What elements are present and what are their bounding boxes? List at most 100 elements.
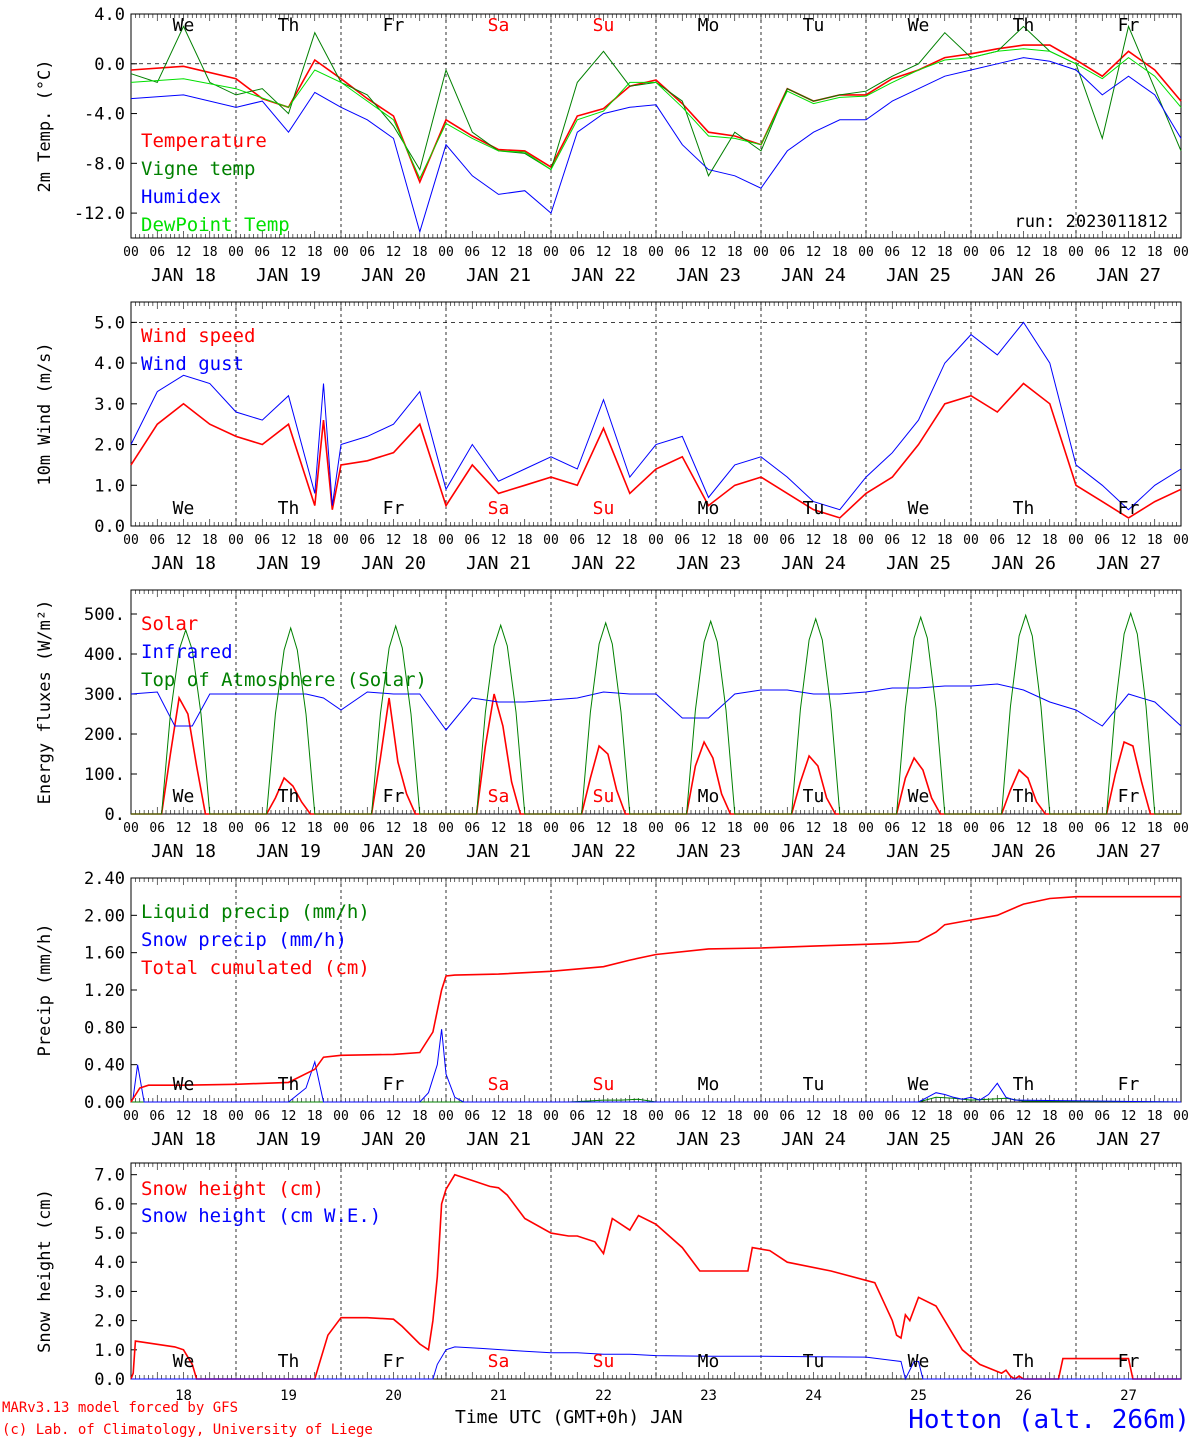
hour-label: 06 [1094,1109,1110,1124]
hour-label: 12 [911,821,927,836]
hour-label: 18 [517,533,533,548]
y-tick-label: 100. [84,765,125,785]
hour-label: 06 [254,245,270,260]
hour-label: 18 [832,821,848,836]
hour-label: 06 [464,821,480,836]
date-label: JAN 21 [466,553,531,574]
hour-label: 06 [989,245,1005,260]
hour-label: 12 [281,1109,297,1124]
y-tick-label: 400. [84,645,125,665]
hour-label: 06 [569,245,585,260]
hour-label: 00 [333,1109,349,1124]
legend-entry: Temperature [141,130,267,152]
hour-label: 06 [149,245,165,260]
series-line-3 [130,895,1181,1103]
date-label: JAN 18 [151,265,216,286]
y-tick-label: 5.0 [94,313,125,333]
hour-label: 18 [202,533,218,548]
hour-label: 00 [858,821,874,836]
day-name: Fr [383,786,405,807]
hour-label: 18 [517,245,533,260]
date-label: JAN 21 [466,841,531,862]
hour-label: 00 [858,533,874,548]
day-number-label: 22 [595,1388,612,1404]
y-tick-label: -8.0 [84,154,125,174]
hour-label: 00 [1173,821,1189,836]
legend-entry: Infrared [141,641,233,663]
y-tick-label: 0.0 [94,517,125,537]
hour-label: 12 [386,245,402,260]
hour-label: 18 [727,821,743,836]
panel-5: 7.0 6.0 5.0 4.0 3.0 2.0 1.0 0.0 Snow height (cm)… [35,1162,1182,1404]
y-tick-label: 4.0 [94,5,125,25]
hour-label: 00 [438,533,454,548]
hour-label: 06 [884,821,900,836]
y-tick-label: -4.0 [84,105,125,125]
hour-label: 12 [1121,245,1137,260]
day-number-label: 19 [280,1388,297,1404]
legend-entry: Total cumulated (cm) [141,957,370,979]
hour-label: 00 [1173,1109,1189,1124]
y-tick-label: 4.0 [94,354,125,374]
legend-entry: Humidex [141,186,221,208]
hour-label: 18 [202,245,218,260]
day-name: We [173,15,195,36]
legend-entry: DewPoint Temp [141,214,290,236]
legend-entry: Wind gust [141,353,244,375]
y-tick-label: 0.0 [94,1370,125,1390]
date-label: JAN 23 [676,841,741,862]
hour-label: 12 [701,533,717,548]
hour-label: 00 [543,821,559,836]
day-name: Fr [383,498,405,519]
hour-label: 12 [281,245,297,260]
y-tick-label: 7.0 [94,1166,125,1186]
model-credit: MARv3.13 model forced by GFS [2,1400,238,1416]
day-name: Fr [1118,786,1140,807]
day-name: We [173,1351,195,1372]
y-tick-label: 200. [84,725,125,745]
station-label: Hotton (alt. 266m) [908,1405,1190,1435]
hour-label: 00 [228,821,244,836]
hour-label: 18 [937,533,953,548]
hour-label: 06 [779,245,795,260]
day-number-label: 25 [910,1388,927,1404]
series-line-4 [130,48,1182,180]
y-tick-label: 2.00 [84,906,125,926]
day-number-label: 26 [1015,1388,1032,1404]
y-tick-label: 6.0 [94,1195,125,1215]
hour-label: 00 [438,821,454,836]
y-tick-label: 4.0 [94,1253,125,1273]
day-name: Th [1013,1351,1035,1372]
hour-label: 12 [386,821,402,836]
hour-label: 06 [464,1109,480,1124]
y-tick-label: 300. [84,685,125,705]
day-name: Tu [803,1074,825,1095]
day-number-label: 18 [175,1388,192,1404]
day-name: Th [278,786,300,807]
series-line-2 [130,683,1182,731]
hour-label: 00 [858,1109,874,1124]
hour-label: 06 [149,533,165,548]
day-name: We [908,786,930,807]
day-name: Mo [698,498,720,519]
date-label: JAN 24 [781,841,846,862]
series-line-1 [130,44,1182,185]
hour-label: 00 [753,245,769,260]
hour-label: 18 [1042,1109,1058,1124]
hour-label: 12 [701,821,717,836]
hour-label: 12 [1016,533,1032,548]
y-tick-label: 3.0 [94,395,125,415]
date-label: JAN 23 [676,1129,741,1150]
hour-label: 00 [1173,533,1189,548]
hour-label: 12 [701,1109,717,1124]
lab-credit: (c) Lab. of Climatology, University of L… [2,1422,373,1438]
plot-frame [130,301,1182,527]
panel-3: 500. 400. 300. 200. 100. 0. Energy fluxes (W/m… [35,589,1189,862]
day-name: We [908,1351,930,1372]
hour-label: 00 [1068,1109,1084,1124]
hour-label: 18 [832,1109,848,1124]
y-tick-label: 1.60 [84,944,125,964]
y-tick-label: 0.80 [84,1018,125,1038]
day-name: Su [593,15,615,36]
day-name: Fr [1118,1351,1140,1372]
